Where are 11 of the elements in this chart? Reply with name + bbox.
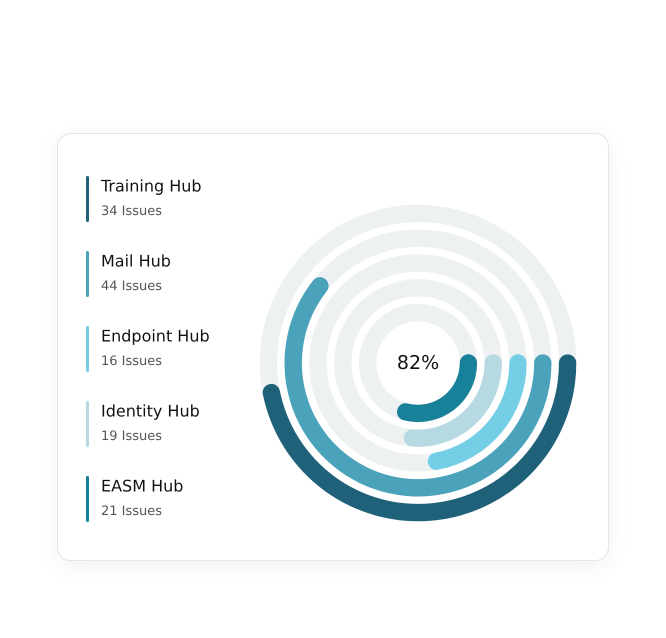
category-label: Training Hub [100,176,202,196]
category-label: EASM Hub [101,476,184,496]
data-label: 19 Issues [101,429,162,444]
category-label: Identity Hub [101,402,200,420]
data-label: 16 Issues [101,354,162,369]
data-label: 21 Issues [101,504,162,519]
data-label: 44 Issues [101,279,162,294]
data-label: 34 Issues [101,204,162,219]
category-label: Endpoint Hub [101,326,210,346]
text: 82% [396,352,440,374]
category-label: Mail Hub [101,252,171,270]
